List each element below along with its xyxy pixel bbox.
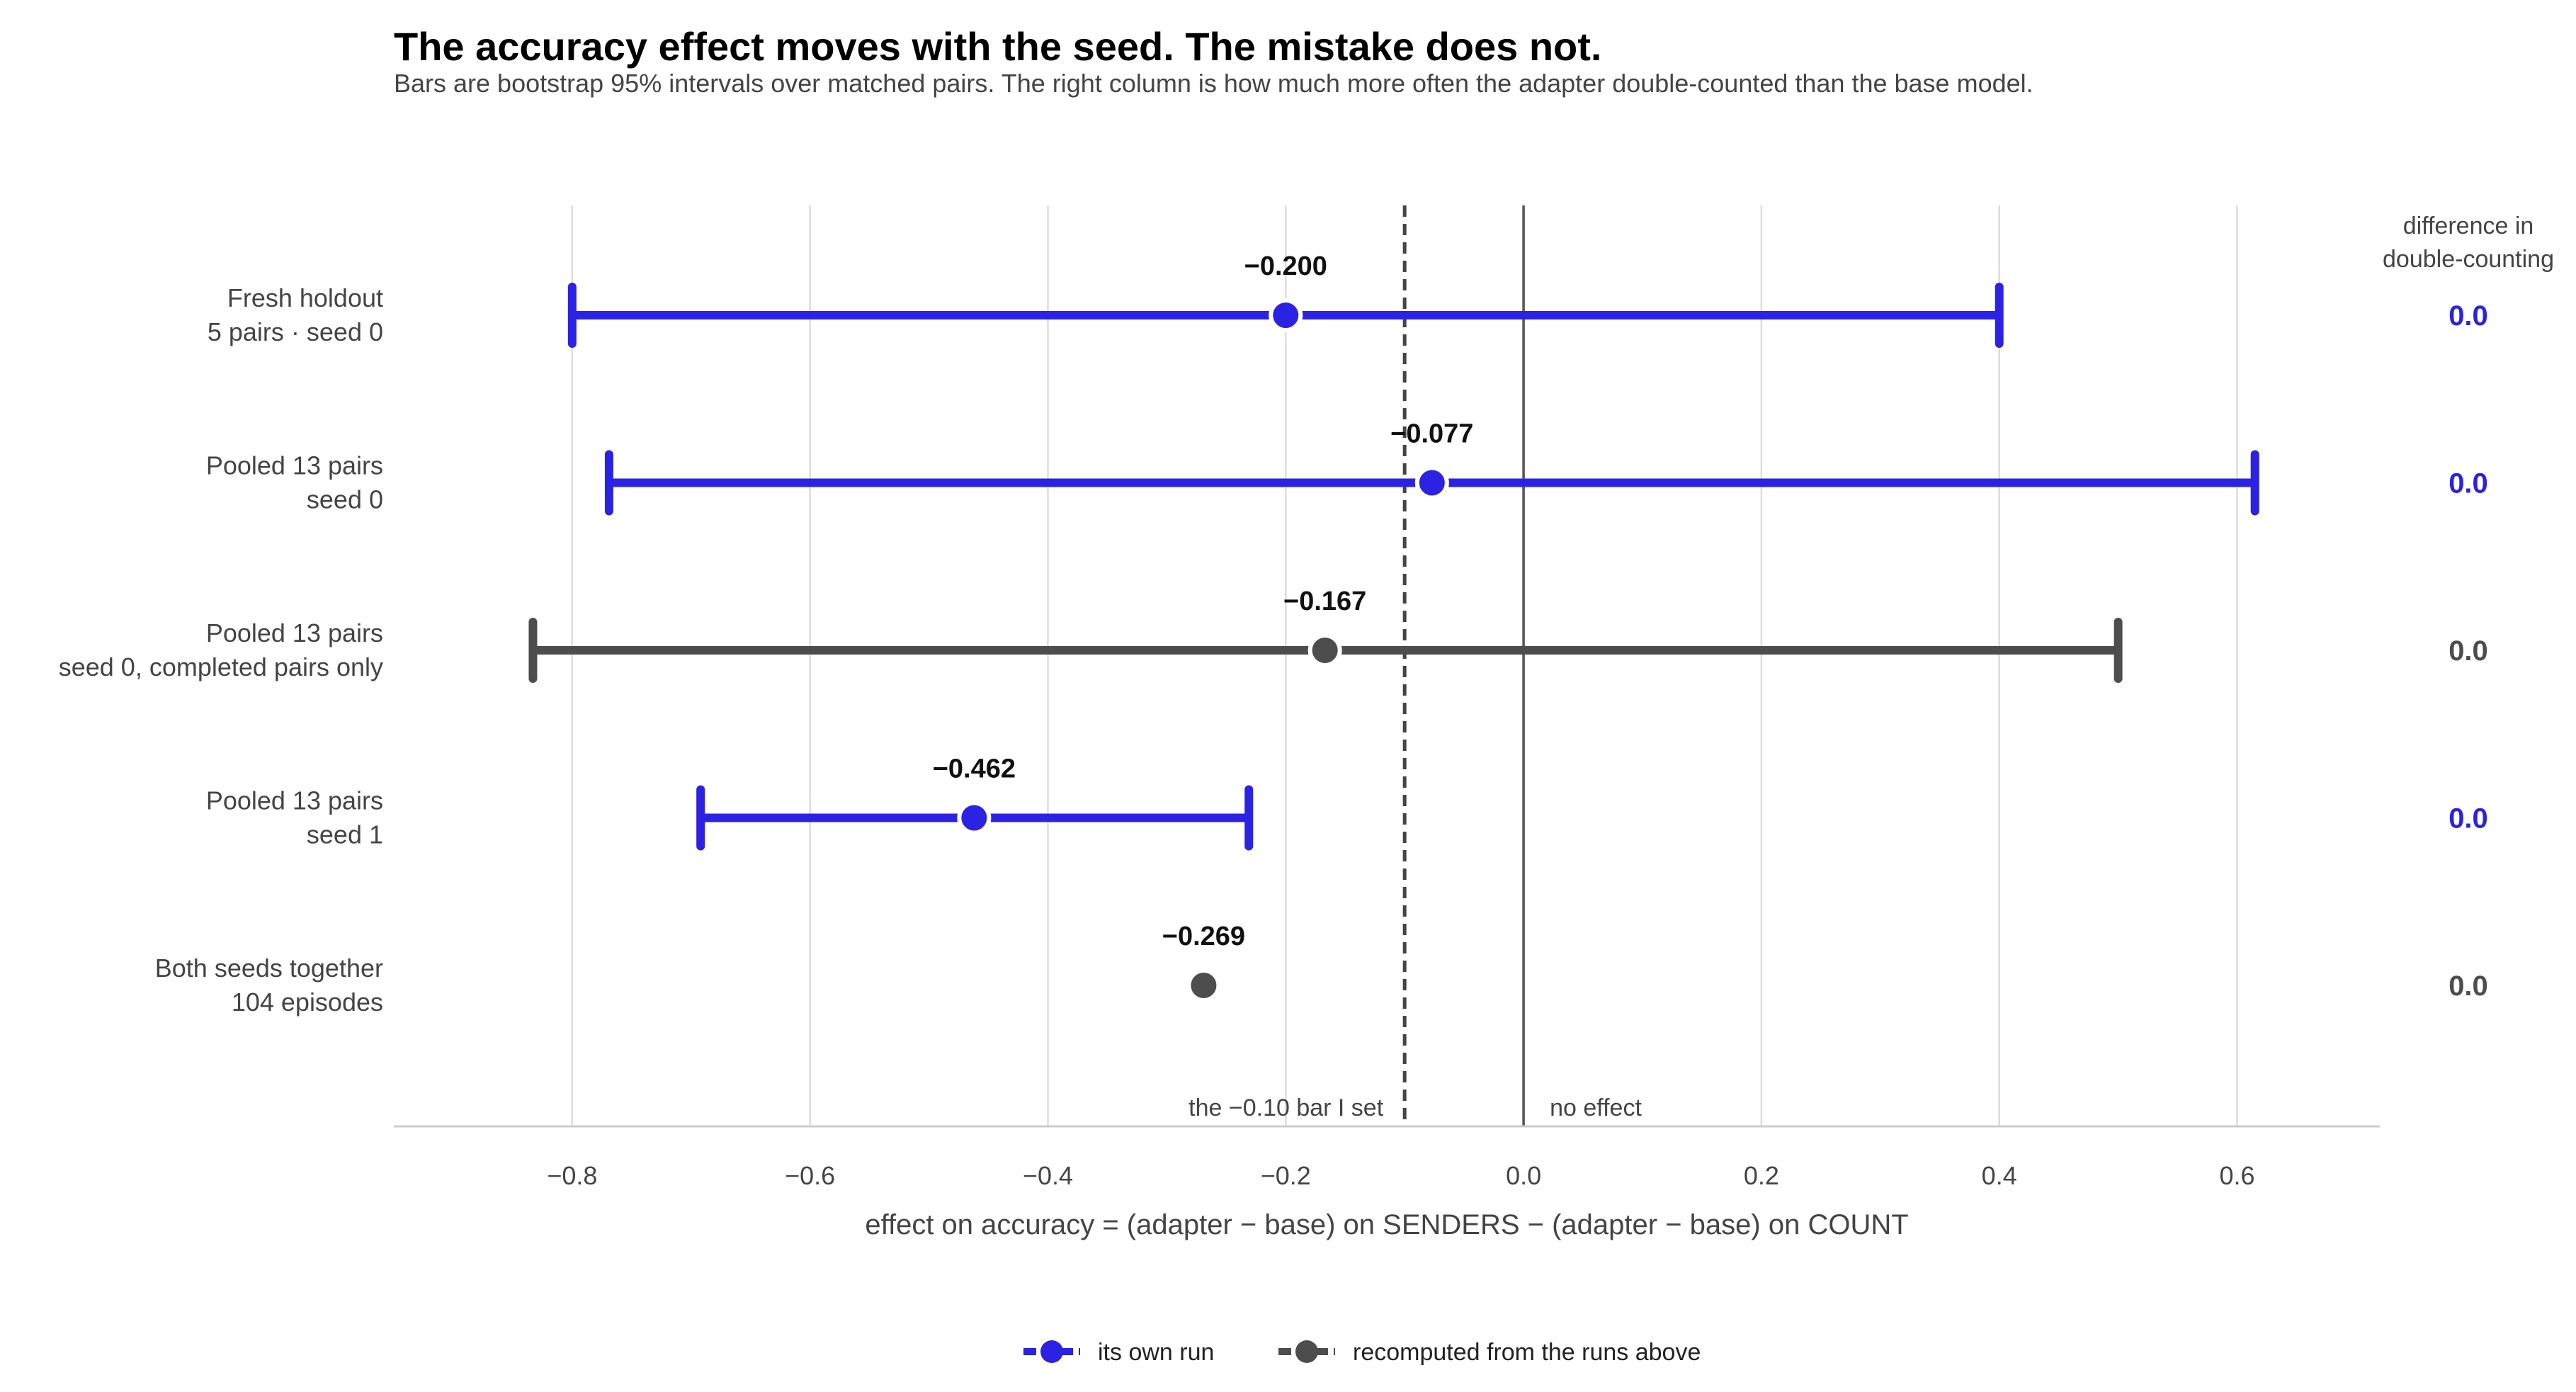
legend-entry: recomputed from the runs above xyxy=(1278,1339,1701,1366)
estimate-point xyxy=(957,800,992,835)
double-counting-value: 0.0 xyxy=(2449,635,2488,667)
right-column-header-line: difference in xyxy=(2403,213,2534,239)
legend-swatch-marker xyxy=(1040,1340,1063,1363)
x-axis-ticks: −0.8 −0.6 −0.4 −0.2 0.0 0.2 0.4 0.6 xyxy=(547,1161,2254,1190)
estimate-label: −0.200 xyxy=(1244,251,1327,281)
estimate-point xyxy=(1186,968,1221,1002)
zero-line-label: no effect xyxy=(1550,1094,1642,1121)
row-label-line: seed 0 xyxy=(307,485,383,514)
row-label-line: Pooled 13 pairs xyxy=(206,451,383,480)
estimate-label: −0.269 xyxy=(1162,922,1245,951)
estimate-point xyxy=(1307,633,1342,667)
double-counting-value: 0.0 xyxy=(2449,468,2488,499)
estimate-label: −0.077 xyxy=(1390,419,1473,449)
reference-lines: the −0.10 bar I set no effect xyxy=(1188,205,1642,1126)
x-tick-label: −0.6 xyxy=(785,1161,835,1190)
row-label-line: Fresh holdout xyxy=(227,283,383,312)
estimate-label: −0.462 xyxy=(933,754,1016,784)
right-column-header-line: double-counting xyxy=(2383,246,2554,273)
estimate-point xyxy=(1414,465,1449,500)
x-tick-label: −0.4 xyxy=(1023,1161,1073,1190)
double-counting-value: 0.0 xyxy=(2449,803,2488,834)
legend-swatch-marker xyxy=(1295,1340,1318,1363)
row-label-line: seed 1 xyxy=(307,820,383,849)
chart-row: Pooled 13 pairs seed 1 −0.462 0.0 xyxy=(206,754,2488,851)
row-label-line: Pooled 13 pairs xyxy=(206,618,383,647)
threshold-label: the −0.10 bar I set xyxy=(1188,1094,1384,1121)
double-counting-value: 0.0 xyxy=(2449,300,2488,332)
double-counting-value: 0.0 xyxy=(2449,971,2488,1002)
x-tick-label: −0.2 xyxy=(1261,1161,1311,1190)
chart-row: Pooled 13 pairs seed 0, completed pairs o… xyxy=(59,587,2488,683)
x-tick-label: 0.2 xyxy=(1744,1161,1779,1190)
x-tick-label: 0.6 xyxy=(2219,1161,2254,1190)
row-label-line: Pooled 13 pairs xyxy=(206,786,383,815)
right-column-header: difference in double-counting xyxy=(2383,213,2554,273)
row-label-line: seed 0, completed pairs only xyxy=(59,652,383,681)
chart-row: Both seeds together 104 episodes −0.269 0.0 xyxy=(155,922,2488,1017)
legend-label: its own run xyxy=(1098,1339,1214,1366)
x-tick-label: −0.8 xyxy=(547,1161,597,1190)
estimate-point xyxy=(1269,298,1303,332)
chart-title: The accuracy effect moves with the seed.… xyxy=(394,24,1601,69)
x-axis-label: effect on accuracy = (adapter − base) on… xyxy=(865,1209,1908,1240)
legend-entry: its own run xyxy=(1023,1339,1214,1366)
row-label-line: Both seeds together xyxy=(155,954,383,983)
x-tick-label: 0.4 xyxy=(1982,1161,2017,1190)
estimate-label: −0.167 xyxy=(1283,587,1366,616)
x-tick-label: 0.0 xyxy=(1506,1161,1541,1190)
legend-label: recomputed from the runs above xyxy=(1353,1339,1701,1366)
row-label-line: 104 episodes xyxy=(232,988,383,1017)
chart-row: Pooled 13 pairs seed 0 −0.077 0.0 xyxy=(206,419,2488,516)
chart-row: Fresh holdout 5 pairs · seed 0 −0.200 0.0 xyxy=(208,251,2488,348)
legend: its own run recomputed from the runs abov… xyxy=(1023,1339,1701,1366)
gridlines xyxy=(571,205,2238,1126)
row-label-line: 5 pairs · seed 0 xyxy=(208,317,383,346)
chart-subtitle: Bars are bootstrap 95% intervals over ma… xyxy=(394,69,2033,98)
